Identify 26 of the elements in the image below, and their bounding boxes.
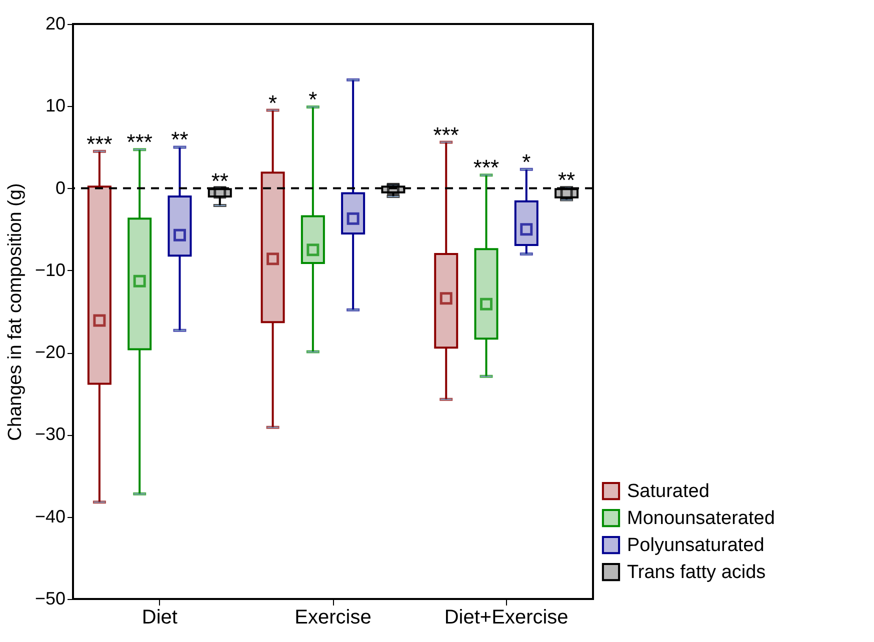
legend-label: Saturated [627,481,710,502]
y-tick-label: −50 [34,588,66,608]
annotation: *** [473,155,500,180]
y-tick-label: −20 [34,342,66,362]
annotation: ** [558,167,576,192]
legend-label: Monounsaterated [627,508,775,529]
y-tick-label: −40 [34,506,66,526]
x-tick-label: Exercise [294,606,372,628]
y-tick-label: 10 [45,96,66,116]
legend-label: Polyunsaturated [627,535,764,556]
annotation: *** [86,131,113,156]
legend-label: Trans fatty acids [627,562,766,583]
y-tick-label: −10 [34,260,66,280]
y-axis-title: Changes in fat composition (g) [4,183,26,441]
annotation: *** [126,130,153,155]
y-tick-label: 20 [45,14,66,34]
annotation: * [268,90,278,116]
x-tick-label: Diet [142,606,178,628]
annotation: * [308,86,318,112]
annotation: ** [211,168,229,194]
annotation: * [522,149,532,174]
annotation: ** [171,127,189,152]
x-tick-label: Diet+Exercise [444,606,568,628]
y-tick-label: 0 [55,178,66,198]
y-tick-label: −30 [34,424,66,444]
annotation: *** [433,122,460,148]
